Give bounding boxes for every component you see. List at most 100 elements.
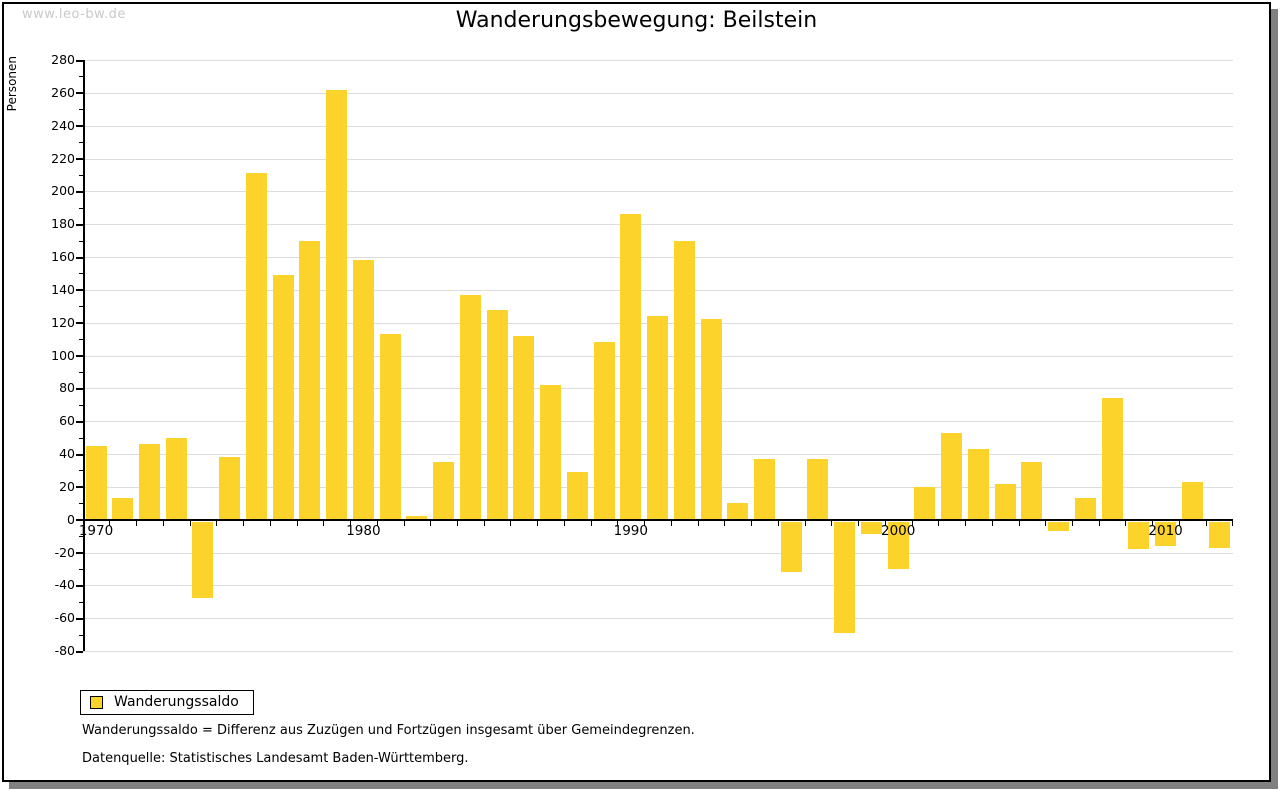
y-tick-label: 40 (59, 446, 75, 461)
y-tick-minor (79, 470, 83, 472)
y-tick (76, 486, 83, 489)
chart-panel: www.leo-bw.de Wanderungsbewegung: Beilst… (2, 2, 1271, 782)
bar-1982 (406, 516, 428, 520)
bar-1988 (566, 472, 588, 520)
gridline (83, 651, 1233, 652)
y-tick-minor (79, 142, 83, 144)
legend: Wanderungssaldo (80, 690, 254, 715)
y-tick (76, 190, 83, 193)
y-tick-minor (79, 174, 83, 176)
x-tick (1098, 521, 1100, 527)
bar-2010 (1155, 521, 1177, 546)
x-tick (243, 521, 245, 527)
x-tick-label-1980: 1980 (346, 522, 381, 539)
gridline (83, 158, 1233, 160)
y-tick-label: 140 (51, 281, 75, 297)
y-tick-label: 80 (59, 380, 75, 396)
x-tick (403, 521, 405, 527)
bar-2004 (994, 483, 1016, 520)
bar-1973 (165, 437, 187, 520)
x-tick (724, 521, 726, 527)
bar-1974 (192, 521, 214, 599)
gridline (83, 289, 1233, 291)
y-tick (76, 584, 83, 587)
bar-2007 (1074, 498, 1096, 520)
y-tick-minor (79, 76, 83, 78)
x-tick (510, 521, 512, 527)
y-tick-minor (79, 371, 83, 373)
gridline (83, 191, 1233, 193)
gridline (83, 224, 1233, 226)
gridline (83, 92, 1233, 94)
x-tick (991, 521, 993, 527)
x-tick (965, 521, 967, 527)
y-tick (76, 256, 83, 259)
watermark: www.leo-bw.de (22, 7, 126, 22)
x-tick (1018, 521, 1020, 527)
x-tick (323, 521, 325, 527)
bar-2005 (1021, 462, 1043, 520)
x-tick (1178, 521, 1180, 527)
x-tick (1152, 521, 1154, 527)
bar-1992 (673, 240, 695, 520)
gridline (83, 618, 1233, 620)
x-tick (430, 521, 432, 527)
bar-1998 (834, 521, 856, 633)
y-tick-label: 0 (67, 511, 75, 527)
y-tick (76, 453, 83, 456)
y-tick-minor (79, 306, 83, 308)
x-tick (189, 521, 191, 527)
y-axis-title: Personen (5, 56, 19, 112)
bar-1984 (459, 294, 481, 520)
y-tick (76, 59, 83, 62)
bar-1981 (379, 334, 401, 520)
y-tick-minor (79, 207, 83, 209)
x-tick (911, 521, 913, 527)
bar-2006 (1048, 521, 1070, 532)
x-tick (777, 521, 779, 527)
bar-2012 (1208, 521, 1230, 548)
x-tick (162, 521, 164, 527)
bar-1993 (700, 319, 722, 520)
y-tick-label: -40 (54, 577, 75, 593)
bar-1996 (780, 521, 802, 573)
bar-1980 (352, 260, 374, 520)
y-tick (76, 552, 83, 554)
bar-1985 (486, 309, 508, 520)
y-tick-label: 220 (51, 150, 75, 166)
x-tick (109, 521, 111, 527)
y-tick (76, 289, 83, 292)
bar-1999 (860, 521, 882, 535)
bar-1978 (299, 240, 321, 520)
x-tick (1205, 521, 1207, 527)
y-tick (76, 322, 83, 325)
x-tick (1045, 521, 1047, 527)
bar-1971 (112, 498, 134, 520)
y-tick (76, 387, 83, 390)
y-tick (76, 223, 83, 226)
bar-1987 (540, 385, 562, 520)
y-tick-minor (79, 404, 83, 406)
y-tick-label: -20 (54, 544, 75, 560)
gridline (83, 60, 1233, 61)
bar-1976 (245, 173, 267, 520)
bar-2003 (967, 449, 989, 520)
x-tick (269, 521, 271, 527)
x-tick (1072, 521, 1073, 527)
x-tick-label-2010: 2010 (1148, 522, 1183, 539)
bar-1991 (647, 316, 669, 520)
bar-1989 (593, 342, 615, 520)
y-tick (76, 355, 83, 357)
y-tick-minor (79, 109, 83, 111)
y-tick (76, 519, 83, 522)
x-tick (456, 521, 458, 527)
x-tick (938, 521, 940, 527)
y-tick-label: 160 (51, 249, 75, 264)
bar-2009 (1128, 521, 1150, 550)
bar-1995 (754, 458, 775, 520)
legend-swatch-icon (90, 695, 103, 709)
y-tick-minor (79, 536, 83, 538)
y-tick-label: 280 (51, 52, 75, 67)
gridline (83, 257, 1233, 258)
plot-area: 280 260 240 220 200 180 160 140 120 100 80 60 40 20 0-… (51, 53, 1234, 658)
